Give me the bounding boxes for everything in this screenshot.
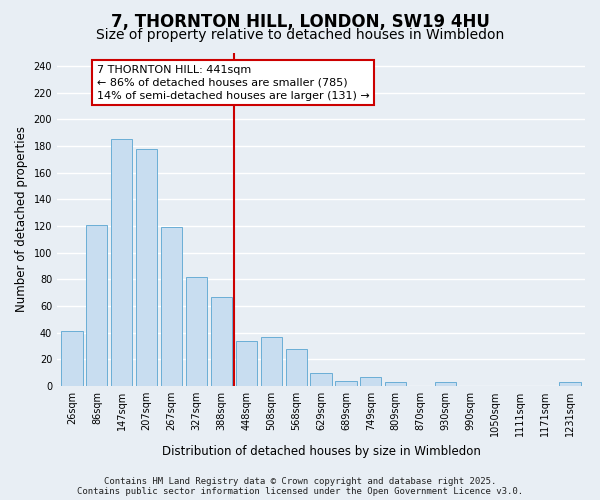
- Bar: [310, 372, 332, 386]
- Bar: [136, 148, 157, 386]
- Text: Size of property relative to detached houses in Wimbledon: Size of property relative to detached ho…: [96, 28, 504, 42]
- Bar: [360, 376, 382, 386]
- Bar: [385, 382, 406, 386]
- Text: 7, THORNTON HILL, LONDON, SW19 4HU: 7, THORNTON HILL, LONDON, SW19 4HU: [110, 12, 490, 30]
- Text: 7 THORNTON HILL: 441sqm
← 86% of detached houses are smaller (785)
14% of semi-d: 7 THORNTON HILL: 441sqm ← 86% of detache…: [97, 64, 370, 101]
- Bar: [335, 380, 356, 386]
- Bar: [111, 139, 133, 386]
- Bar: [286, 348, 307, 386]
- Bar: [236, 340, 257, 386]
- Bar: [260, 336, 282, 386]
- Y-axis label: Number of detached properties: Number of detached properties: [15, 126, 28, 312]
- Bar: [61, 331, 83, 386]
- Bar: [435, 382, 456, 386]
- Bar: [161, 227, 182, 386]
- Bar: [211, 296, 232, 386]
- Text: Contains HM Land Registry data © Crown copyright and database right 2025.
Contai: Contains HM Land Registry data © Crown c…: [77, 476, 523, 496]
- Bar: [186, 276, 207, 386]
- Bar: [86, 224, 107, 386]
- X-axis label: Distribution of detached houses by size in Wimbledon: Distribution of detached houses by size …: [161, 444, 481, 458]
- Bar: [559, 382, 581, 386]
